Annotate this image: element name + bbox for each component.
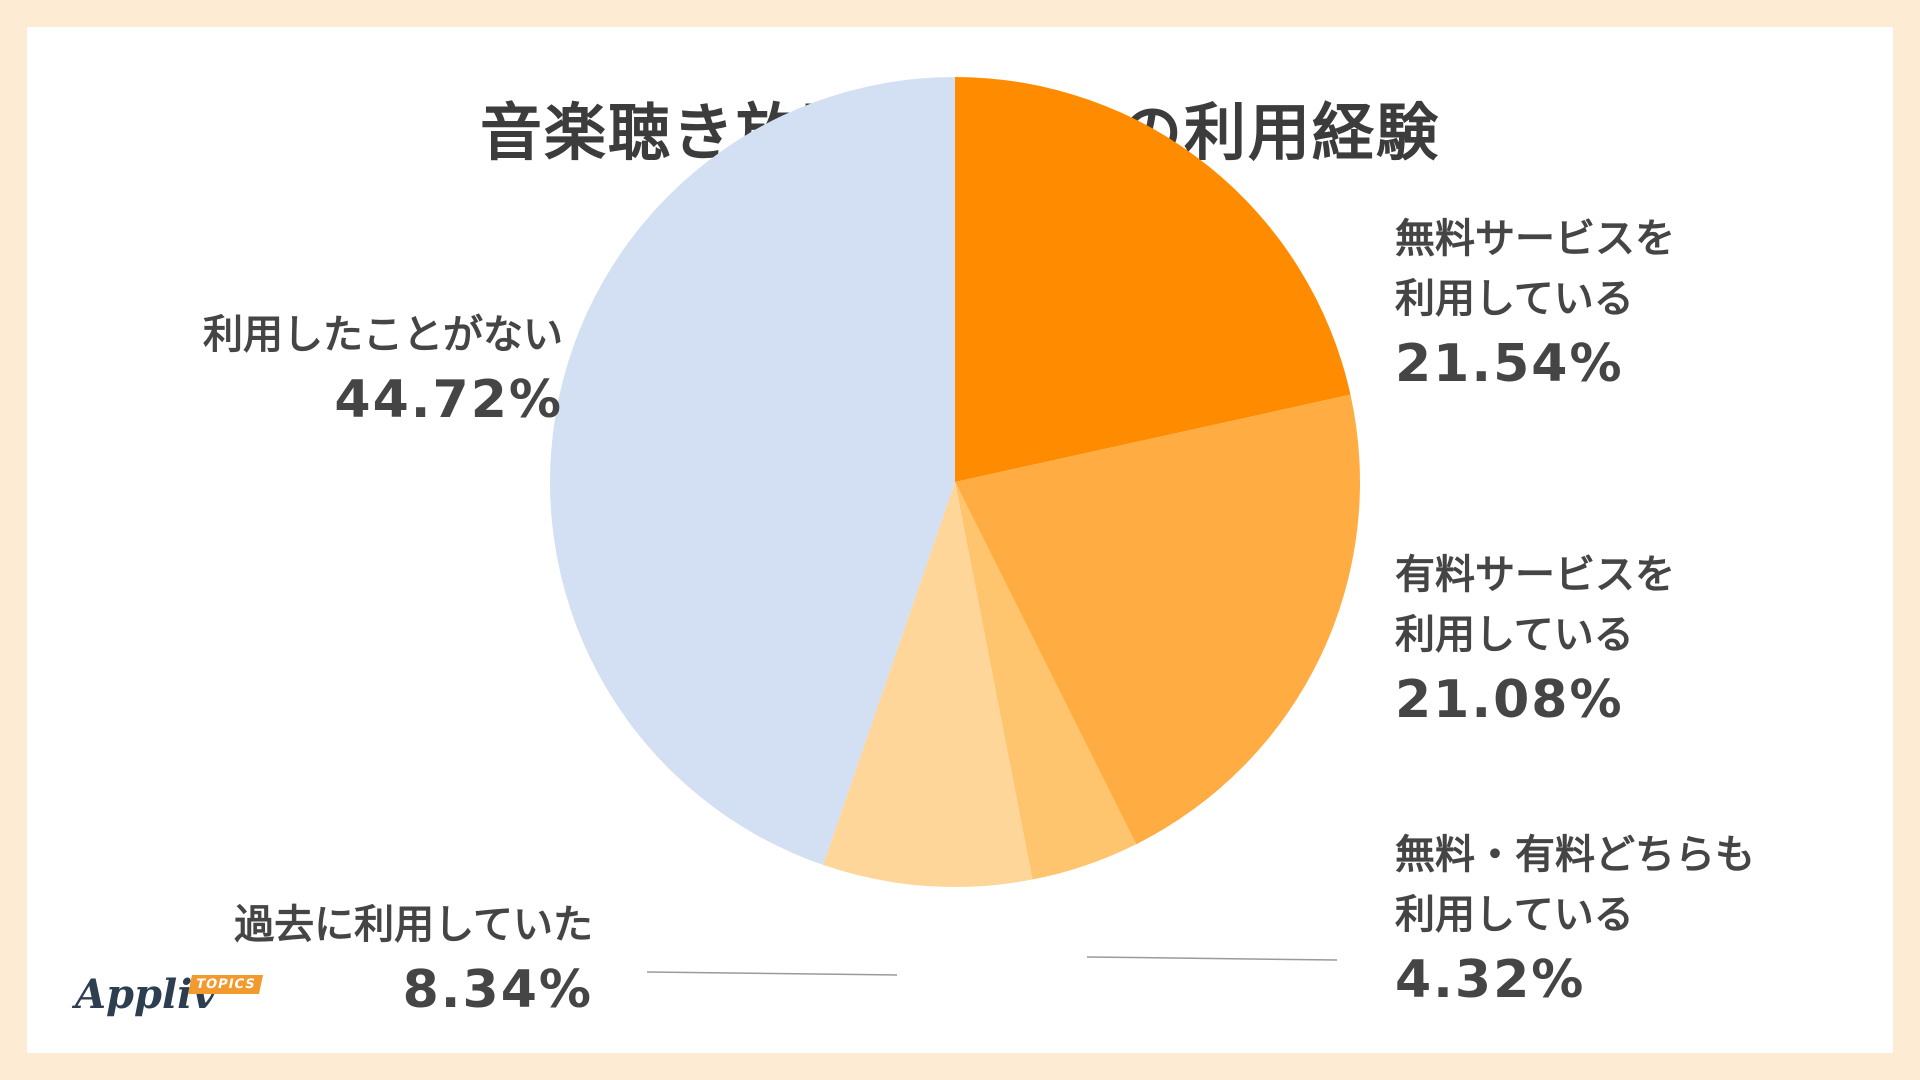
appliv-logo-tag: TOPICS [187,975,264,994]
value-both: 4.32% [1395,950,1586,1010]
value-free: 21.54% [1395,334,1624,394]
label-both-line1: 無料・有料どちらも [1395,832,1755,878]
label-past-use: 過去に利用していた 8.34% [234,895,593,1025]
slice-never-used [549,77,955,865]
label-never-used: 利用したことがない 44.72% [203,305,563,435]
value-paid: 21.08% [1395,670,1624,730]
leader-line-both [1086,956,1338,961]
label-free-line1: 無料サービスを [1395,216,1675,262]
label-free-service: 無料サービスを 利用している 21.54% [1395,209,1675,399]
label-paid-service: 有料サービスを 利用している 21.08% [1395,545,1675,735]
label-both-service: 無料・有料どちらも 利用している 4.32% [1395,825,1755,1015]
value-never: 44.72% [334,370,563,430]
label-both-line2: 利用している [1395,892,1634,938]
chart-card: 音楽聴き放題サービスの利用経験 無料サービスを 利用している 21.54% 有料… [27,27,1893,1053]
label-never-line1: 利用したことがない [203,312,563,358]
pie-chart [549,77,1360,976]
label-past-line1: 過去に利用していた [234,902,593,948]
value-past: 8.34% [402,960,593,1020]
leader-line-past [646,971,898,976]
label-paid-line2: 利用している [1395,612,1634,658]
slice-paid-service [955,394,1360,845]
slice-past-use [823,482,1033,887]
slice-both-service [955,482,1137,880]
slice-free-service [955,77,1351,482]
label-paid-line1: 有料サービスを [1395,552,1675,598]
label-free-line2: 利用している [1395,276,1634,322]
